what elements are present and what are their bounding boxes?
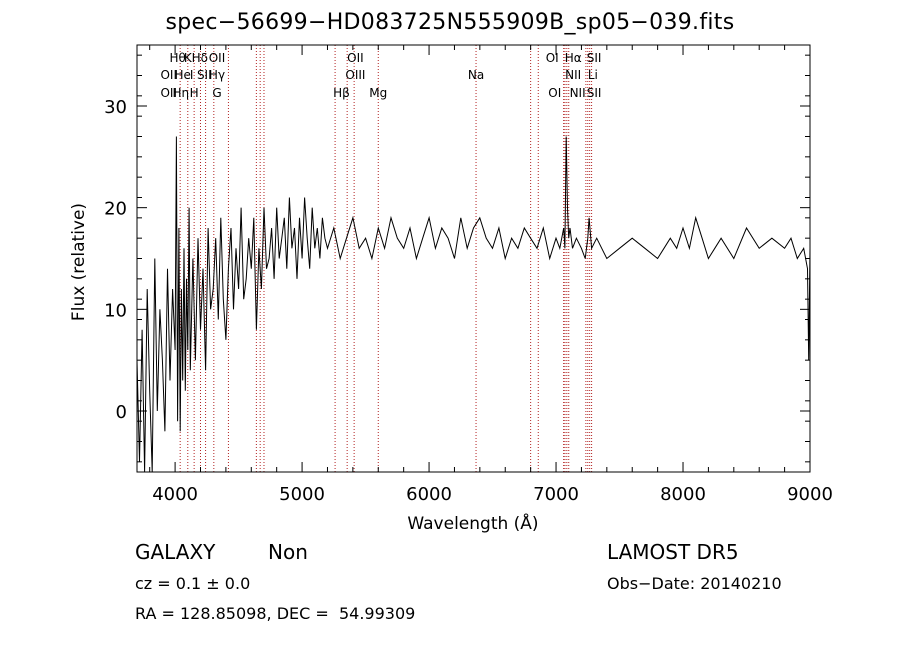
object-subclass-label: Non (268, 540, 308, 564)
object-class-label: GALAXY (135, 540, 216, 564)
survey-label: LAMOST DR5 (607, 540, 739, 564)
x-axis-label: Wavelength (Å) (407, 512, 538, 534)
plot-frame (136, 44, 811, 473)
spectral-line-label: Na (468, 68, 484, 82)
spectrum-series-line (136, 136, 811, 473)
chart-title: spec−56699−HD083725N555909B_sp05−039.fit… (165, 10, 735, 35)
spectral-line-label: OIII (345, 68, 365, 82)
spectral-line-label: Hδ (192, 51, 208, 65)
spectral-line-label: NII (565, 68, 581, 82)
spectral-line-label: OI (548, 86, 561, 100)
y-tick-label: 0 (116, 402, 127, 423)
y-tick-label: 20 (104, 199, 127, 220)
y-axis-ticks: 0 10 20 30 (104, 54, 810, 463)
coordinates-label: RA = 128.85098, DEC = 54.99309 (135, 604, 416, 623)
y-axis-label: Flux (relative) (69, 203, 89, 321)
spectral-line-label: Hθ (169, 51, 185, 65)
x-tick-label: 6000 (406, 484, 452, 505)
spectral-line-label: OII (347, 51, 364, 65)
x-tick-label: 5000 (279, 484, 325, 505)
x-tick-label: 7000 (533, 484, 579, 505)
spectral-line-label: OI (546, 51, 559, 65)
spectral-line-label: Li (588, 68, 598, 82)
redshift-label: cz = 0.1 ± 0.0 (135, 574, 251, 593)
spectral-line-label: I (190, 68, 194, 82)
spectral-line-markers (179, 45, 593, 472)
spectral-line-label: Hβ (333, 86, 350, 100)
spectral-line-label: OII (160, 68, 177, 82)
spectral-line-label: H (190, 86, 199, 100)
x-axis-ticks: 4000 5000 6000 7000 8000 9000 (149, 45, 833, 505)
x-tick-label: 4000 (152, 484, 198, 505)
spectral-line-label: Hη (172, 86, 189, 100)
spectral-line-label: Hγ (209, 68, 225, 82)
spectral-line-label: SII (587, 86, 602, 100)
spectral-line-label: SII (197, 68, 212, 82)
y-tick-label: 30 (104, 97, 127, 118)
spectral-line-label: G (212, 86, 221, 100)
spectral-line-label: SII (587, 51, 602, 65)
spectral-line-label: He (175, 68, 191, 82)
x-tick-label: 9000 (787, 484, 833, 505)
observation-date-label: Obs−Date: 20140210 (607, 574, 782, 593)
y-tick-label: 10 (104, 300, 127, 321)
spectral-line-label: K (184, 51, 193, 65)
spectral-line-label: Hα (565, 51, 582, 65)
spectral-line-label: OII (209, 51, 226, 65)
spectral-line-label: Mg (369, 86, 387, 100)
x-tick-label: 8000 (660, 484, 706, 505)
spectral-line-label: NII (570, 86, 586, 100)
spectral-line-label: OII (160, 86, 177, 100)
